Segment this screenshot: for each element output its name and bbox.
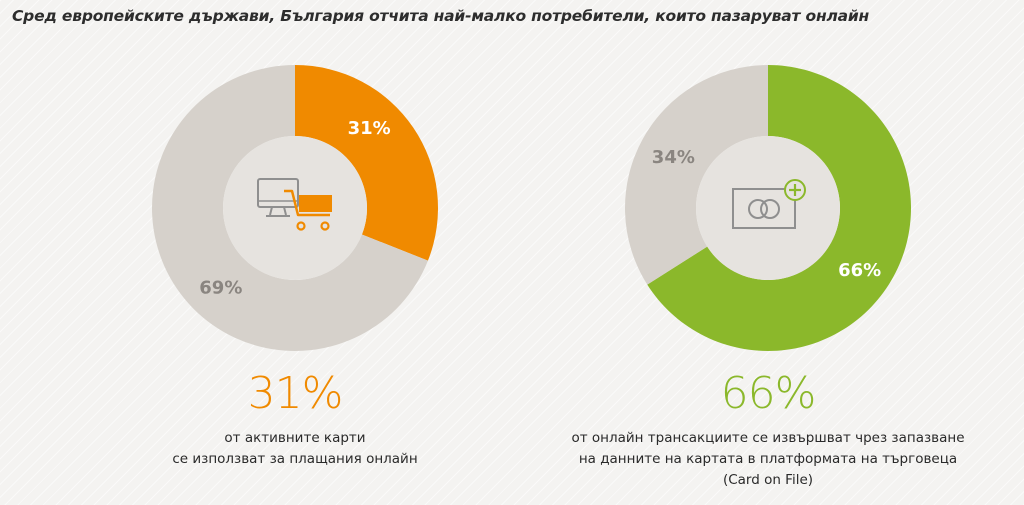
donut-slice bbox=[625, 65, 768, 285]
headline-value-card-on-file: 66% bbox=[720, 368, 817, 419]
caption-line: от активните карти bbox=[224, 430, 366, 446]
caption-line: от онлайн трансакциите се извършват чрез… bbox=[571, 430, 965, 446]
caption-line: (Card on File) bbox=[722, 472, 814, 488]
caption-line: се използват за плащания онлайн bbox=[172, 451, 418, 467]
donut-slice bbox=[295, 65, 438, 261]
donut-chart-card-on-file: 66% 34% bbox=[625, 65, 911, 352]
shopping-cart-monitor-icon bbox=[257, 178, 332, 231]
page-title: Сред европейските държави, България отчи… bbox=[12, 7, 870, 25]
card-add-icon bbox=[732, 179, 806, 229]
donut-slice bbox=[647, 65, 911, 352]
slice-label: 31% bbox=[348, 118, 391, 139]
caption-card-on-file: от онлайн трансакциите се извършват чрез… bbox=[545, 428, 991, 491]
headline-value-cards: 31% bbox=[247, 368, 344, 419]
donut-chart-cards: 31% 69% bbox=[151, 65, 438, 351]
donut-hole bbox=[696, 136, 840, 280]
donut-slice bbox=[151, 65, 428, 351]
caption-line: на данните на картата в платформата на т… bbox=[578, 451, 958, 467]
slice-label: 66% bbox=[838, 260, 881, 281]
caption-cards: от активните карти се използват за плаща… bbox=[130, 428, 460, 470]
slice-label: 69% bbox=[199, 277, 242, 298]
slice-label: 34% bbox=[652, 147, 695, 168]
